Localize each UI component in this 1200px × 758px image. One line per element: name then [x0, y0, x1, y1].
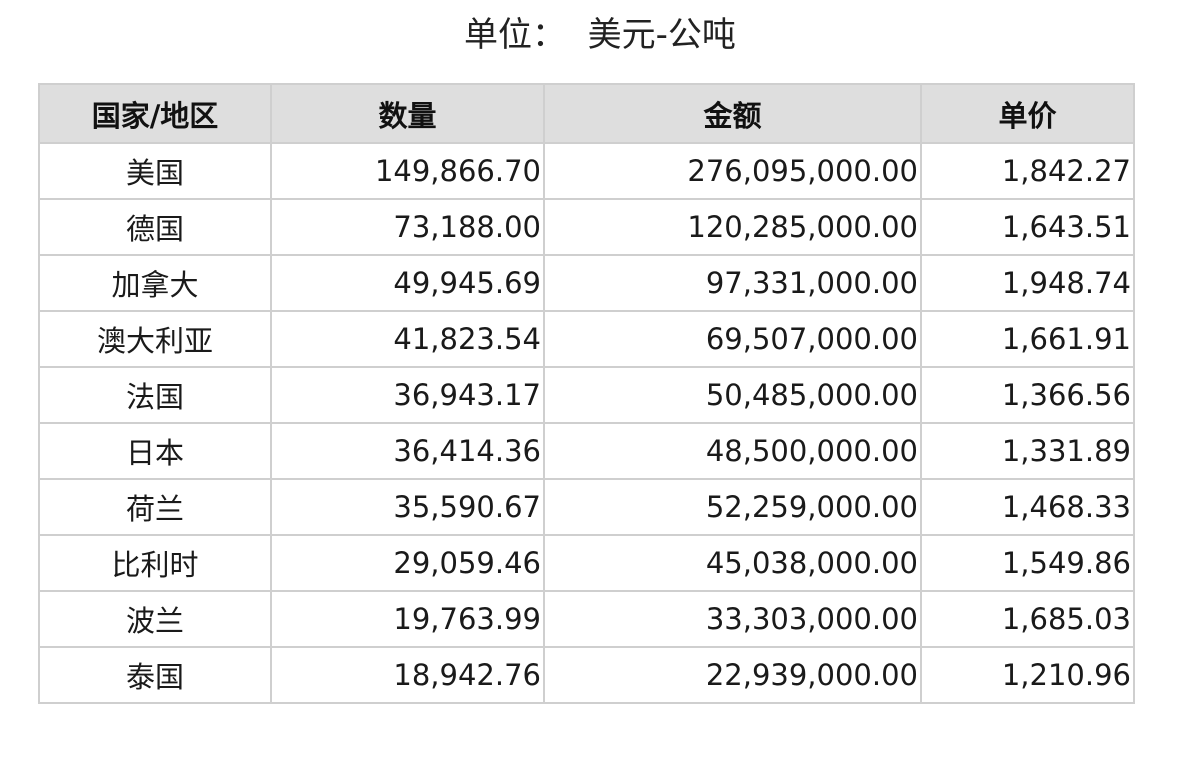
cell-country: 泰国 — [38, 646, 272, 704]
cell-unit-price: 1,643.51 — [920, 198, 1135, 256]
table-row: 荷兰 35,590.67 52,259,000.00 1,468.33 — [38, 478, 1135, 536]
cell-amount: 69,507,000.00 — [543, 310, 922, 368]
cell-country: 荷兰 — [38, 478, 272, 536]
cell-country: 澳大利亚 — [38, 310, 272, 368]
cell-unit-price: 1,549.86 — [920, 534, 1135, 592]
cell-country: 日本 — [38, 422, 272, 480]
cell-amount: 45,038,000.00 — [543, 534, 922, 592]
cell-quantity: 36,414.36 — [270, 422, 545, 480]
table-row: 泰国 18,942.76 22,939,000.00 1,210.96 — [38, 646, 1135, 704]
cell-quantity: 73,188.00 — [270, 198, 545, 256]
header-amount: 金额 — [543, 83, 922, 144]
cell-amount: 97,331,000.00 — [543, 254, 922, 312]
cell-country: 法国 — [38, 366, 272, 424]
cell-unit-price: 1,948.74 — [920, 254, 1135, 312]
cell-unit-price: 1,685.03 — [920, 590, 1135, 648]
cell-quantity: 29,059.46 — [270, 534, 545, 592]
cell-amount: 120,285,000.00 — [543, 198, 922, 256]
cell-quantity: 149,866.70 — [270, 142, 545, 200]
cell-unit-price: 1,661.91 — [920, 310, 1135, 368]
cell-amount: 48,500,000.00 — [543, 422, 922, 480]
cell-amount: 276,095,000.00 — [543, 142, 922, 200]
cell-country: 波兰 — [38, 590, 272, 648]
cell-unit-price: 1,842.27 — [920, 142, 1135, 200]
cell-country: 德国 — [38, 198, 272, 256]
table-row: 美国 149,866.70 276,095,000.00 1,842.27 — [38, 142, 1135, 200]
unit-label: 单位： 美元-公吨 — [464, 15, 736, 55]
header-unit-price: 单价 — [920, 83, 1135, 144]
table-row: 比利时 29,059.46 45,038,000.00 1,549.86 — [38, 534, 1135, 592]
table-row: 日本 36,414.36 48,500,000.00 1,331.89 — [38, 422, 1135, 480]
table-row: 波兰 19,763.99 33,303,000.00 1,685.03 — [38, 590, 1135, 648]
cell-unit-price: 1,366.56 — [920, 366, 1135, 424]
cell-unit-price: 1,331.89 — [920, 422, 1135, 480]
table-row: 加拿大 49,945.69 97,331,000.00 1,948.74 — [38, 254, 1135, 312]
header-country: 国家/地区 — [38, 83, 272, 144]
cell-quantity: 35,590.67 — [270, 478, 545, 536]
cell-quantity: 36,943.17 — [270, 366, 545, 424]
cell-quantity: 19,763.99 — [270, 590, 545, 648]
cell-country: 比利时 — [38, 534, 272, 592]
table-row: 法国 36,943.17 50,485,000.00 1,366.56 — [38, 366, 1135, 424]
cell-amount: 22,939,000.00 — [543, 646, 922, 704]
cell-amount: 52,259,000.00 — [543, 478, 922, 536]
cell-quantity: 41,823.54 — [270, 310, 545, 368]
trade-table: 国家/地区 数量 金额 单价 美国 149,866.70 276,095,000… — [38, 83, 1135, 704]
cell-country: 美国 — [38, 142, 272, 200]
table-header-row: 国家/地区 数量 金额 单价 — [38, 83, 1135, 144]
cell-unit-price: 1,210.96 — [920, 646, 1135, 704]
cell-amount: 33,303,000.00 — [543, 590, 922, 648]
header-quantity: 数量 — [270, 83, 545, 144]
table-row: 德国 73,188.00 120,285,000.00 1,643.51 — [38, 198, 1135, 256]
cell-unit-price: 1,468.33 — [920, 478, 1135, 536]
cell-amount: 50,485,000.00 — [543, 366, 922, 424]
cell-quantity: 18,942.76 — [270, 646, 545, 704]
table-row: 澳大利亚 41,823.54 69,507,000.00 1,661.91 — [38, 310, 1135, 368]
cell-country: 加拿大 — [38, 254, 272, 312]
cell-quantity: 49,945.69 — [270, 254, 545, 312]
